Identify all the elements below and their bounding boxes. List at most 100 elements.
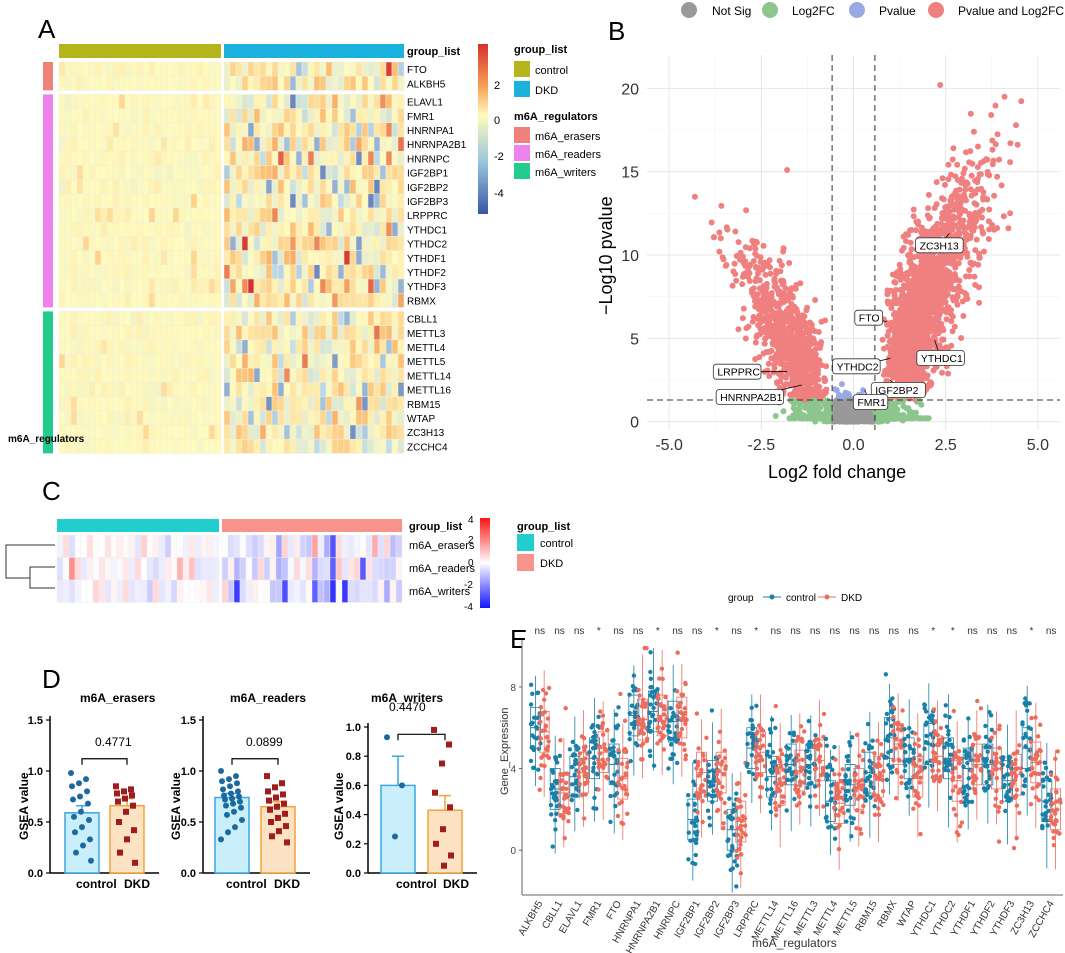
heatmap-cell [314, 340, 320, 354]
volcano-point [881, 372, 887, 378]
heatmap-cell [314, 62, 320, 76]
heatmap-cell [143, 109, 149, 123]
heatmap-cell [215, 340, 221, 354]
heatmap-cell [89, 62, 95, 76]
heatmap-cell [107, 208, 113, 222]
heatmap-cell [356, 222, 362, 236]
heatmap-cell [308, 94, 314, 108]
heatmap-cell [77, 265, 83, 279]
heatmap-cell [320, 368, 326, 382]
heatmap-cell [302, 425, 308, 439]
heatmap-cell [320, 222, 326, 236]
heatmap-cell [332, 293, 338, 307]
heatmap-cell [125, 194, 131, 208]
heatmap-cell [278, 123, 284, 137]
heatmap-cell [101, 194, 107, 208]
heatmap-cell [266, 311, 272, 325]
heatmap-cell [362, 62, 368, 76]
heatmap-cell [242, 123, 248, 137]
heatmap-cell [248, 340, 254, 354]
heatmap-cell [143, 311, 149, 325]
heatmap-cell [350, 340, 356, 354]
heatmap-cell [326, 382, 332, 396]
heatmap-cell [59, 62, 65, 76]
heatmap-cell [236, 382, 242, 396]
heatmap-cell [149, 137, 155, 151]
volcano-point [894, 351, 900, 357]
heatmap-cell [107, 123, 113, 137]
heatmap-cell [173, 368, 179, 382]
heatmap-cell [362, 397, 368, 411]
heatmap-cell [230, 311, 236, 325]
heatmap-cell [149, 411, 155, 425]
heatmap-cell [254, 236, 260, 250]
heatmap-cell [101, 123, 107, 137]
heatmap-cell [314, 293, 320, 307]
gene-label: HNRNPA1 [407, 126, 454, 137]
heatmap-cell [386, 411, 392, 425]
panel-a-legend-writers-swatch [514, 163, 530, 179]
heatmap-cell [119, 279, 125, 293]
heatmap-cell [242, 251, 248, 265]
heatmap-cell [266, 137, 272, 151]
heatmap-cell [224, 293, 230, 307]
volcano-point [942, 182, 948, 188]
heatmap-cell [380, 222, 386, 236]
heatmap-cell [149, 76, 155, 90]
heatmap-cell [266, 368, 272, 382]
volcano-point [966, 211, 972, 217]
heatmap-cell [266, 94, 272, 108]
heatmap-cell [149, 251, 155, 265]
gene-label: CBLL1 [407, 315, 438, 326]
heatmap-cell [350, 293, 356, 307]
heatmap-cell [131, 137, 137, 151]
heatmap-cell [65, 123, 71, 137]
heatmap-cell [173, 94, 179, 108]
heatmap-cell [83, 326, 89, 340]
heatmap-cell [125, 354, 131, 368]
heatmap-cell [326, 236, 332, 250]
heatmap-cell [77, 109, 83, 123]
heatmap-cell [209, 94, 215, 108]
heatmap-cell [236, 439, 242, 453]
heatmap-cell [179, 208, 185, 222]
heatmap-cell [143, 326, 149, 340]
heatmap-cell [302, 208, 308, 222]
heatmap-cell [143, 293, 149, 307]
heatmap-cell [161, 137, 167, 151]
volcano-point [951, 216, 957, 222]
heatmap-cell [260, 62, 266, 76]
heatmap-cell [254, 368, 260, 382]
volcano-point [885, 287, 891, 293]
heatmap-cell [179, 222, 185, 236]
gene-label: ZCCHC4 [407, 442, 448, 453]
heatmap-cell [248, 165, 254, 179]
heatmap-cell [266, 340, 272, 354]
volcano-point [860, 387, 866, 393]
heatmap-cell [248, 151, 254, 165]
heatmap-cell [161, 439, 167, 453]
volcano-point [1001, 213, 1007, 219]
heatmap-cell [149, 382, 155, 396]
heatmap-cell [89, 354, 95, 368]
heatmap-cell [362, 411, 368, 425]
volcano-point [950, 145, 956, 151]
volcano-point [981, 249, 987, 255]
heatmap-cell [362, 251, 368, 265]
heatmap-cell [203, 425, 209, 439]
heatmap-cell [155, 368, 161, 382]
heatmap-cell [89, 397, 95, 411]
heatmap-cell [197, 411, 203, 425]
volcano-point [919, 279, 925, 285]
heatmap-cell [242, 326, 248, 340]
heatmap-cell [356, 326, 362, 340]
heatmap-cell [236, 208, 242, 222]
heatmap-cell [71, 76, 77, 90]
heatmap-cell [332, 411, 338, 425]
heatmap-cell [290, 279, 296, 293]
heatmap-cell [209, 137, 215, 151]
heatmap-cell [374, 180, 380, 194]
heatmap-cell [266, 151, 272, 165]
volcano-point [950, 286, 956, 292]
heatmap-cell [326, 62, 332, 76]
